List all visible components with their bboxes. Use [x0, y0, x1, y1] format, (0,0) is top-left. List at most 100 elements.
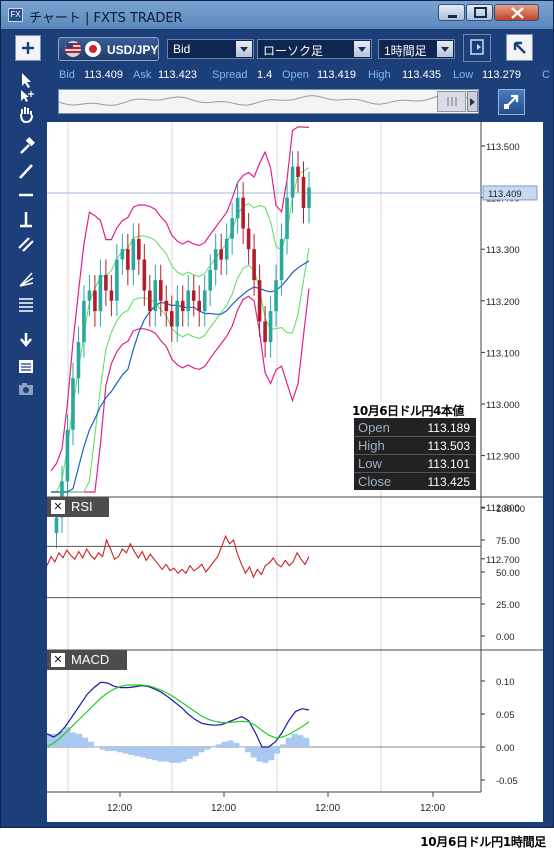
high-label: High [368, 69, 391, 81]
current-price-marker [482, 185, 538, 201]
spread-value: 1.4 [257, 69, 273, 81]
ohlc-open-label: Open [358, 420, 390, 435]
minimize-button[interactable] [438, 4, 465, 21]
add-chart-button[interactable] [15, 35, 41, 61]
chevron-down-icon [236, 41, 252, 57]
macd-histogram-bar [291, 733, 298, 747]
candle-body [98, 275, 103, 312]
macd-histogram-bar [128, 747, 135, 755]
navigator-sparkline [58, 94, 477, 106]
candle-body [120, 249, 125, 260]
rsi-panel-tag: ✕ RSI [47, 497, 109, 517]
macd-histogram-bar [58, 731, 65, 747]
ohlc-title: 10月6日ドル円4本値 [352, 402, 476, 418]
divider [354, 472, 476, 473]
candle-body [268, 311, 273, 343]
download-icon[interactable] [17, 331, 35, 349]
chevron-down-icon [354, 41, 370, 57]
macd-histogram-bar [122, 747, 129, 754]
ohlc-high-value: 113.503 [427, 439, 471, 453]
price-tick-label: 112.900 [486, 452, 520, 463]
candle-body [109, 290, 114, 301]
expand-arrows-icon [504, 94, 519, 109]
fibonacci-icon[interactable] [17, 295, 35, 313]
macd-histogram-bar [134, 747, 141, 757]
candle-body [202, 290, 207, 312]
candle-body [137, 238, 141, 260]
candle-body [301, 176, 306, 208]
macd-histogram-bar [192, 747, 199, 757]
pointer-icon[interactable] [17, 71, 35, 89]
quote-bar: Bid 113.409 Ask 113.423 Spread 1.4 Open … [1, 65, 553, 87]
macd-tick-label: 0.00 [496, 743, 515, 754]
vertical-line-icon[interactable] [17, 210, 35, 228]
trendline-icon[interactable] [17, 162, 35, 180]
bollinger-inner-lower-line [51, 248, 310, 493]
horizontal-line-icon[interactable] [17, 186, 35, 204]
macd-histogram-bar [87, 741, 94, 747]
hand-pan-icon[interactable] [17, 105, 35, 123]
chart-navigator[interactable] [58, 89, 479, 114]
detach-button[interactable] [506, 34, 533, 61]
macd-close-button[interactable]: ✕ [51, 653, 65, 667]
maximize-button[interactable] [466, 4, 493, 21]
candle-body [153, 280, 158, 312]
title-bar[interactable]: FX チャート | FXTS TRADER [1, 1, 553, 29]
candle-body [257, 280, 262, 322]
list-icon[interactable] [17, 357, 35, 375]
spread-label: Spread [212, 69, 248, 81]
timeframe-select[interactable]: 1時間足 [378, 39, 455, 59]
ohlc-close-value: 113.425 [427, 475, 471, 489]
navigator-scroll-right-button[interactable] [467, 91, 478, 112]
price-tick-label: 113.500 [486, 142, 520, 153]
ohlc-low-value: 113.101 [427, 457, 471, 471]
candle-body [87, 290, 92, 301]
channel-icon[interactable] [17, 235, 35, 253]
macd-histogram-bar [116, 747, 123, 753]
macd-histogram-bar [93, 747, 100, 748]
candle-body [279, 238, 284, 281]
chevron-right-icon [470, 98, 475, 106]
low-value: 113.279 [482, 69, 521, 81]
navigator-handle[interactable] [437, 91, 466, 112]
macd-signal-line [46, 684, 310, 748]
macd-histogram-bar [221, 741, 228, 747]
rsi-tick-label: 0.00 [496, 632, 515, 643]
macd-histogram-bar [262, 747, 269, 763]
macd-histogram-bar [215, 744, 222, 747]
candle-body [82, 300, 86, 343]
rsi-close-button[interactable]: ✕ [51, 500, 65, 514]
fit-chart-button[interactable] [498, 89, 525, 115]
chevron-down-icon [437, 41, 453, 57]
time-tick-label: 12:00 [107, 803, 132, 814]
candle-body [71, 378, 75, 430]
candle-body [296, 166, 300, 177]
symbol-label: USD/JPY [107, 43, 159, 57]
macd-histogram-bar [303, 737, 310, 747]
price-type-select[interactable]: Bid [167, 39, 254, 59]
candle-body [115, 259, 119, 301]
price-tick-label: 112.800 [486, 503, 520, 514]
symbol-button[interactable]: USD/JPY [58, 37, 159, 61]
macd-histogram-bar [81, 737, 89, 747]
bollinger-lower-line [51, 288, 310, 493]
camera-icon[interactable] [17, 380, 35, 398]
candle-body [164, 300, 169, 312]
chart-type-select[interactable]: ローソク足 [257, 39, 372, 59]
candle-body [191, 290, 196, 301]
arrow-up-left-icon [513, 41, 526, 54]
candle-body [197, 300, 202, 312]
candle-body [186, 290, 191, 312]
timeframe-value: 1時間足 [384, 44, 427, 58]
crosshair-pointer-icon[interactable] [17, 88, 35, 106]
ohlc-row-open: Open 113.189 [354, 418, 476, 436]
candle-body [142, 259, 147, 291]
close-button[interactable] [494, 4, 539, 21]
toolbar-toggle-button[interactable] [463, 34, 491, 62]
candle-body [213, 249, 218, 270]
fan-icon[interactable] [17, 270, 35, 288]
ohlc-low-label: Low [358, 456, 382, 471]
bid-value: 113.409 [84, 69, 123, 81]
hammer-icon[interactable] [17, 137, 35, 155]
ohlc-open-value: 113.189 [427, 421, 471, 435]
